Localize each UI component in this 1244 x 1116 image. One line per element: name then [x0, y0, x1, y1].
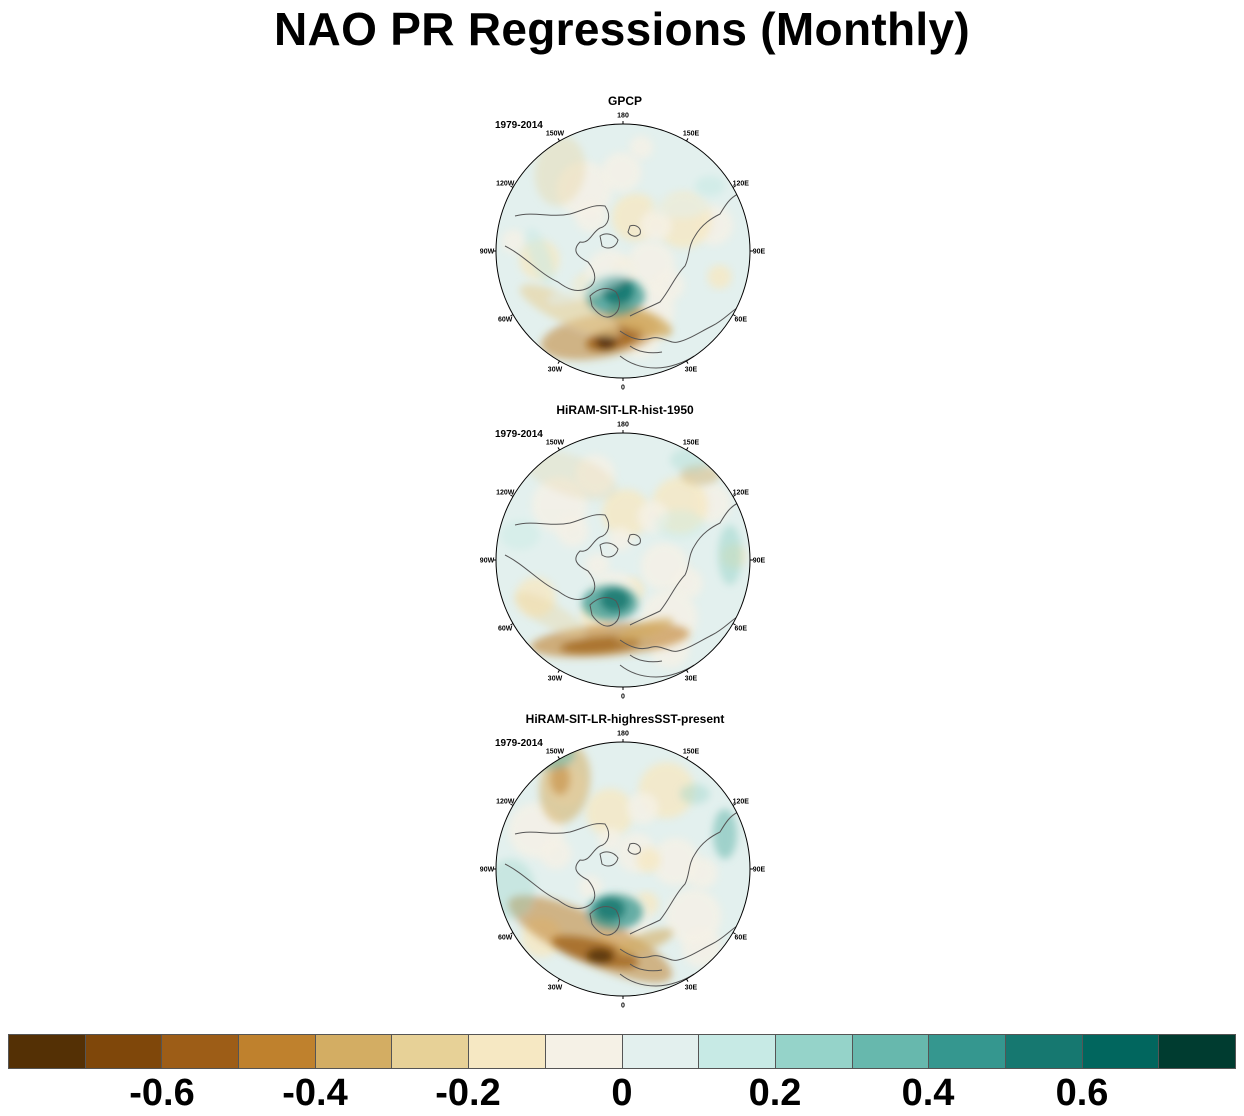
longitude-label: 60E — [735, 935, 748, 942]
precip-anomaly-patch — [596, 334, 616, 350]
precip-anomaly-patch — [616, 617, 674, 643]
colorbar-tick-label: -0.2 — [435, 1072, 501, 1114]
precip-anomaly-patch — [519, 284, 621, 338]
longitude-label: 90E — [753, 867, 766, 874]
longitude-label: 150E — [683, 749, 700, 756]
anomaly-field — [501, 135, 734, 361]
colorbar-box — [1159, 1035, 1235, 1068]
precip-anomaly-patch — [522, 449, 618, 501]
longitude-label: 120W — [496, 799, 515, 806]
precip-anomaly-patch — [547, 267, 633, 305]
longitude-label: 150E — [683, 131, 700, 138]
longitude-label: 60E — [735, 317, 748, 324]
precip-anomaly-patch — [514, 592, 586, 638]
longitude-label: 120W — [496, 490, 515, 497]
longitude-label: 120E — [733, 181, 750, 188]
colorbar-box — [1005, 1035, 1083, 1068]
precip-anomaly-patch — [680, 784, 710, 804]
longitude-label: 30E — [685, 366, 698, 373]
colorbar-box — [239, 1035, 316, 1068]
longitude-label: 180 — [617, 113, 629, 120]
colorbar-tick-label: -0.4 — [282, 1072, 348, 1114]
longitude-label: 150W — [546, 131, 565, 138]
longitude-label: 30W — [548, 984, 563, 991]
colorbar-box — [469, 1035, 546, 1068]
precip-anomaly-patch — [713, 809, 737, 859]
coastlines — [504, 185, 750, 369]
anomaly-field — [500, 448, 746, 669]
colorbar-box — [699, 1035, 776, 1068]
precip-anomaly-patch — [534, 136, 586, 206]
longitude-label: 90W — [480, 249, 495, 256]
longitude-label: 90W — [480, 867, 495, 874]
longitude-label: 30W — [548, 675, 563, 682]
precip-anomaly-patch — [526, 227, 554, 285]
colorbar-box — [775, 1035, 853, 1068]
panel-highressst-present: HiRAM-SIT-LR-highresSST-present 1979-201… — [480, 712, 770, 1012]
colorbar-box — [1082, 1035, 1160, 1068]
precip-anomaly-patch — [550, 763, 570, 795]
colorbar-box — [929, 1035, 1006, 1068]
period-label: 1979-2014 — [495, 738, 543, 749]
longitude-label: 0 — [621, 694, 625, 701]
panel-title: HiRAM-SIT-LR-hist-1950 — [556, 403, 694, 417]
anomaly-field — [496, 742, 737, 983]
colorbar-tick-label: 0 — [611, 1072, 633, 1114]
figure-title: NAO PR Regressions (Monthly) — [274, 3, 970, 55]
precip-anomaly-patch — [718, 525, 742, 585]
precip-anomaly-patch — [500, 520, 540, 550]
colorbar-box — [9, 1035, 86, 1068]
colorbar-box — [315, 1035, 393, 1068]
longitude-label: 150W — [546, 749, 565, 756]
longitude-label: 120E — [733, 490, 750, 497]
panel-title: GPCP — [607, 94, 642, 108]
colorbar-box — [162, 1035, 240, 1068]
colorbar-tick-label: 0.6 — [1055, 1072, 1109, 1114]
longitude-label: 180 — [617, 422, 629, 429]
longitude-label: 60W — [498, 935, 513, 942]
longitude-label: 90W — [480, 558, 495, 565]
period-label: 1979-2014 — [495, 120, 543, 131]
longitude-label: 90E — [753, 558, 766, 565]
colorbar-box — [85, 1035, 163, 1068]
longitude-label: 150W — [546, 440, 565, 447]
longitude-label: 60W — [498, 626, 513, 633]
longitude-label: 180 — [617, 731, 629, 738]
longitude-label: 0 — [621, 385, 625, 392]
period-label: 1979-2014 — [495, 429, 543, 440]
polar-map: 180 150E 120E 90E 60E 30E 0 30W 60W 90W 120W 150W — [480, 731, 766, 1010]
longitude-label: 60W — [498, 317, 513, 324]
coastlines — [504, 494, 750, 678]
precip-anomaly-patch — [695, 176, 725, 196]
precip-anomaly-patch — [616, 928, 674, 956]
polar-map: 180 150E 120E 90E 60E 30E 0 30W 60W 90W 120W 150W — [480, 422, 766, 701]
longitude-label: 60E — [735, 626, 748, 633]
panel-title: HiRAM-SIT-LR-highresSST-present — [525, 712, 725, 726]
longitude-label: 30E — [685, 984, 698, 991]
longitude-label: 30W — [548, 366, 563, 373]
panel-hist-1950: HiRAM-SIT-LR-hist-1950 1979-2014 180 150E… — [480, 403, 770, 703]
precip-anomaly-patch — [595, 897, 625, 921]
colorbar-tick-label: -0.6 — [129, 1072, 195, 1114]
colorbar-box — [852, 1035, 930, 1068]
colorbar-tick-label: 0.4 — [901, 1072, 955, 1114]
longitude-label: 0 — [621, 1003, 625, 1010]
precip-anomaly-patch — [650, 194, 710, 218]
longitude-label: 120E — [733, 799, 750, 806]
colorbar-tick-label: 0.2 — [748, 1072, 802, 1114]
polar-map: 180 150E 120E 90E 60E 30E 0 30W 60W 90W 120W 150W — [480, 113, 766, 392]
colorbar-box — [392, 1035, 470, 1068]
longitude-label: 120W — [496, 181, 515, 188]
colorbar — [8, 1034, 1236, 1069]
precip-anomaly-patch — [655, 510, 705, 540]
longitude-label: 90E — [753, 249, 766, 256]
precip-anomaly-patch — [586, 948, 614, 964]
panel-gpcp: GPCP 1979-2014 180 150E 120E 90E 60E 30E 0 30W 6… — [480, 94, 770, 394]
longitude-label: 150E — [683, 440, 700, 447]
colorbar-box — [545, 1035, 623, 1068]
longitude-label: 30E — [685, 675, 698, 682]
colorbar-box — [622, 1035, 700, 1068]
